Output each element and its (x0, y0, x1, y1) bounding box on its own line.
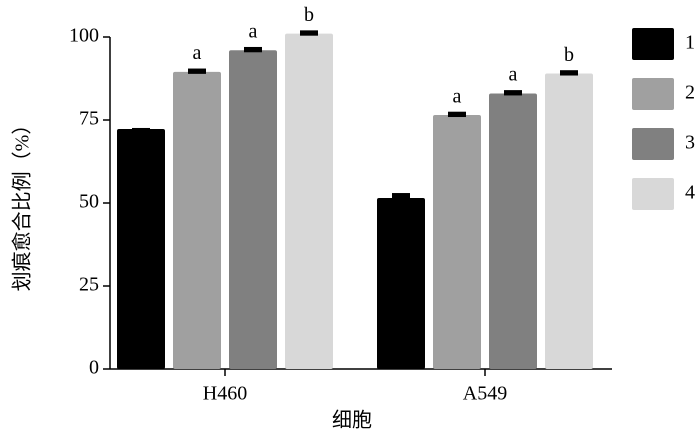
legend-label: 1 (685, 32, 695, 54)
y-tick-label: 50 (79, 191, 99, 213)
bar (433, 115, 481, 370)
error-bar (392, 193, 410, 201)
error-bar (448, 111, 466, 118)
error-bar (188, 68, 206, 74)
y-tick-label: 100 (69, 25, 99, 47)
annotation: a (193, 42, 202, 64)
error-bar (132, 127, 150, 131)
bar (545, 73, 593, 370)
legend-label: 3 (685, 132, 695, 154)
bar (285, 33, 333, 370)
y-tick-label: 25 (79, 274, 99, 296)
x-tick-label: A549 (463, 383, 507, 405)
error-bar (244, 46, 262, 53)
bar (377, 198, 425, 369)
error-bar (300, 30, 318, 36)
error-bar (560, 70, 578, 76)
y-tick-label: 75 (79, 108, 99, 130)
legend-swatch (632, 28, 674, 60)
legend-label: 4 (685, 182, 695, 204)
annotation: a (509, 64, 518, 86)
x-tick-label: H460 (203, 383, 247, 405)
y-axis-label: 划痕愈合比例（%） (11, 115, 34, 292)
bar (489, 93, 537, 369)
annotation: b (564, 44, 574, 66)
x-axis-label: 细胞 (332, 409, 372, 432)
annotation: b (304, 4, 314, 26)
legend-swatch (632, 128, 674, 160)
error-bar (504, 90, 522, 96)
annotation: a (453, 85, 462, 107)
legend-swatch (632, 178, 674, 210)
bar (173, 71, 221, 370)
y-tick-label: 0 (89, 357, 99, 379)
legend-swatch (632, 78, 674, 110)
bar (229, 50, 277, 369)
annotation: a (249, 21, 258, 43)
bar (117, 128, 165, 369)
legend-label: 2 (685, 82, 695, 104)
